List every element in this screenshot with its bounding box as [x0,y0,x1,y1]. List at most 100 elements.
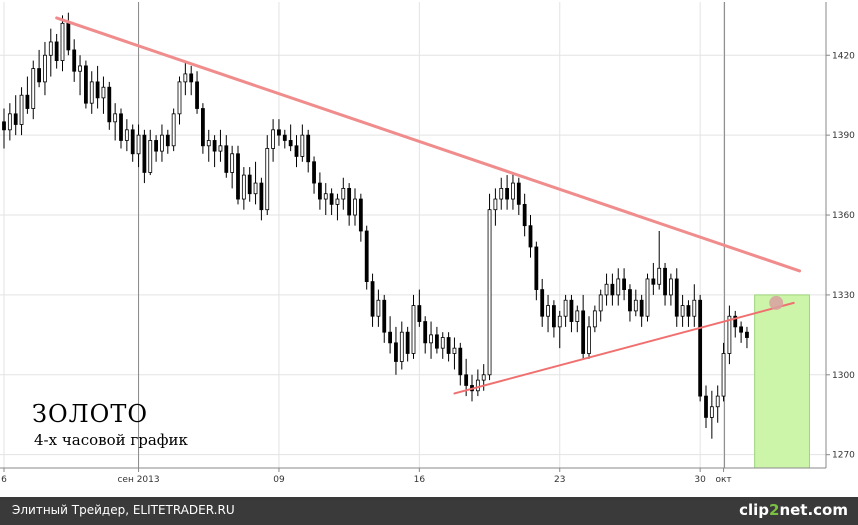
candle-body [405,331,410,354]
candle [616,268,621,306]
candle [382,294,387,343]
y-tick-label: 1300 [832,371,855,381]
candle-body [434,334,439,349]
candle [733,310,738,338]
candle-body [581,310,586,354]
candle [43,41,47,96]
candle-body [552,305,556,328]
candle [674,268,679,327]
candle [154,135,159,162]
candle [165,129,170,154]
candle-body [575,310,580,322]
candle-body [604,283,609,296]
candle-body [335,198,340,205]
candle [423,316,428,354]
trendline-resistance [55,16,802,273]
candle-body [440,337,445,349]
candle-body [686,305,691,317]
candle-body [107,86,112,123]
candle-body [230,153,235,173]
candle-body [165,134,170,147]
candle-body [651,278,656,285]
candle-body [540,289,545,317]
candle-body [160,134,164,152]
candle [200,103,205,154]
candle [528,215,533,258]
watermark-part-c: net.com [779,501,848,519]
candle [522,193,527,237]
candle [206,129,211,162]
candle-body [388,331,393,344]
candle [60,15,65,72]
candle-body [119,113,123,141]
candle-body [499,187,504,200]
candle [323,183,328,216]
candle-body [101,86,106,99]
candle-body [271,129,276,149]
candle [306,129,311,173]
candle-body [294,145,299,157]
candle [399,321,404,370]
candle-body [171,113,176,147]
candle [429,321,433,359]
candle [130,124,135,162]
highlight-rect [754,294,810,469]
candle [487,193,492,381]
y-tick-label: 1330 [832,291,855,301]
candle [335,193,340,221]
candle-body [394,342,398,362]
candle-body [487,209,492,376]
candle-body [113,113,118,123]
candle-body [745,331,749,338]
candle-body [680,305,685,317]
candle [639,294,644,327]
candle [329,188,334,216]
candle-body [452,347,457,354]
x-tick-label: 30 [694,475,706,485]
candle [452,337,457,370]
candle-body [200,108,205,147]
candle [282,129,287,149]
candle-body [142,134,147,173]
candle-body [306,134,311,163]
candle [241,167,246,210]
candle [516,177,521,216]
candle-body [95,81,100,99]
candle-body [31,68,36,109]
candle-body [411,305,416,354]
candle [288,124,293,152]
chart-subtitle: 4-х часовой график [34,431,189,449]
candle-body [72,49,77,72]
candle [663,262,667,306]
touch-marker [769,295,784,310]
candle-body [43,54,47,83]
candle [7,103,12,141]
y-tick-label: 1420 [832,51,855,61]
candle-body [417,305,422,322]
candle-body [177,81,182,115]
candle-body [78,65,82,72]
candle-body [154,140,159,152]
candle-body [446,337,451,354]
candle [19,87,24,136]
candle [265,135,270,216]
candle-body [277,129,281,136]
candle-body [130,129,135,155]
candle-body [616,278,621,296]
candle [358,193,363,242]
candle [370,273,375,327]
candle-body [423,321,428,344]
candle-body [329,193,334,205]
candle [575,305,580,333]
candle-body [546,305,550,317]
candle [119,108,123,149]
candle-body [341,187,346,200]
candle-body [236,153,240,200]
candle [622,268,626,301]
candle-body [2,121,6,131]
candle [552,300,556,338]
candle [136,124,141,168]
candle [628,284,632,322]
candle-body [657,267,662,285]
grid [0,2,826,468]
